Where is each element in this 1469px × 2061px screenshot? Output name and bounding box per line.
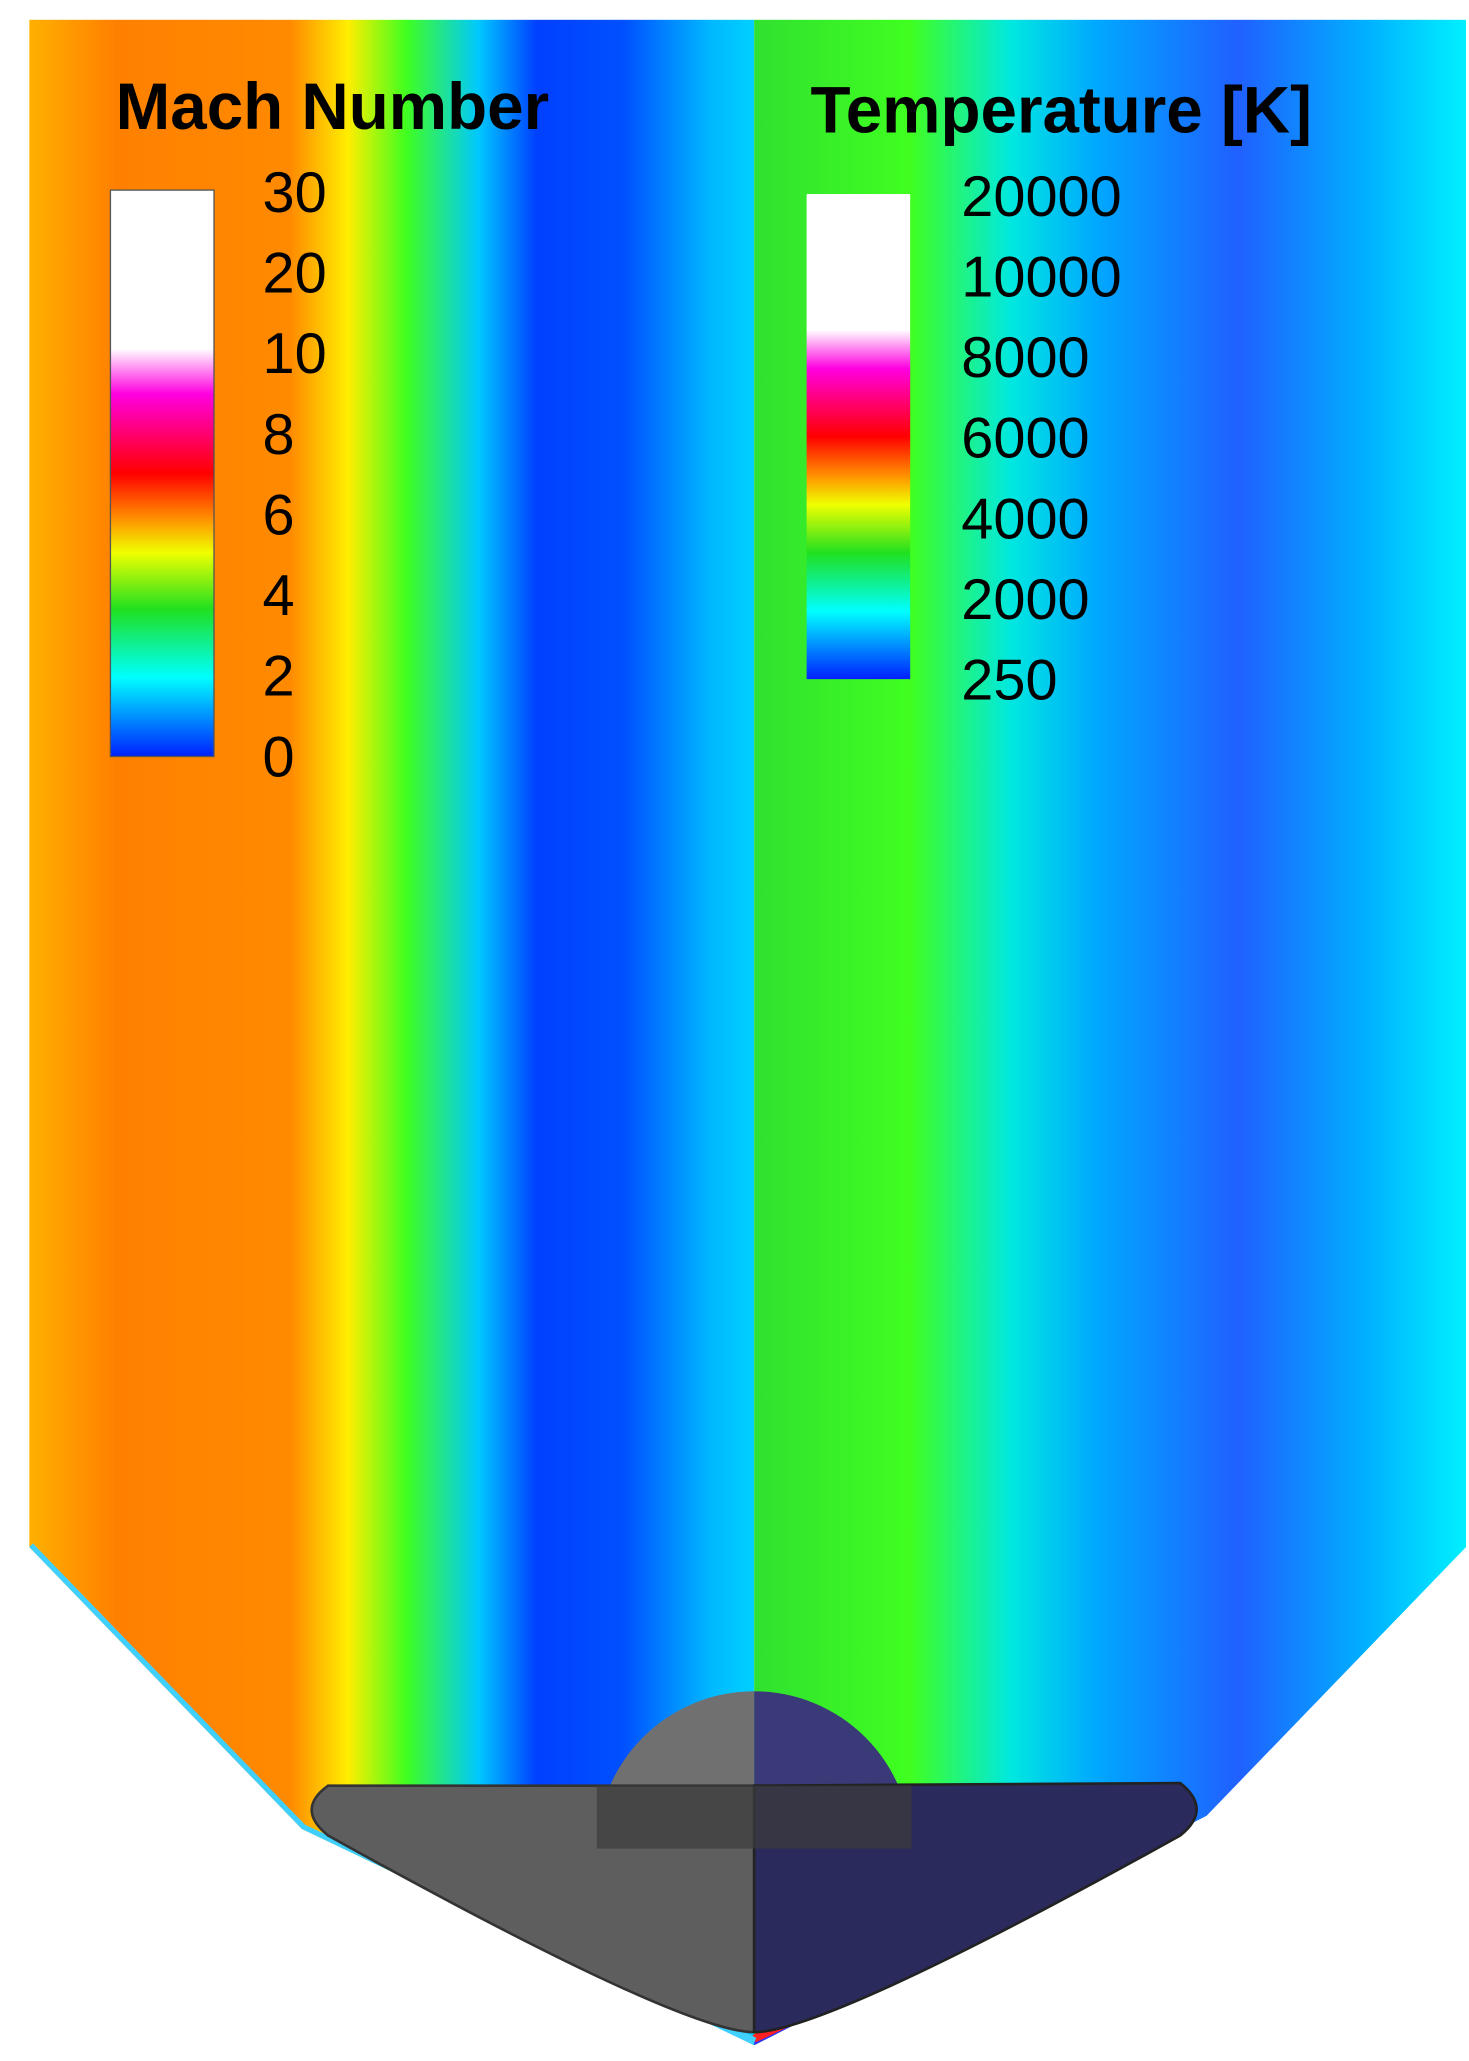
legend-label: 20000 — [961, 165, 1121, 229]
legend-label: 20 — [263, 242, 327, 306]
page: Mach Number Temperature [K] 302010864202… — [0, 0, 1469, 2061]
legend-label: 2000 — [961, 568, 1089, 632]
legend-title: Mach Number — [116, 70, 549, 143]
legend-label: 30 — [263, 161, 327, 225]
legend-label: 10 — [263, 322, 327, 386]
flow-field-figure: Mach Number Temperature [K] 302010864202… — [0, 0, 1469, 2061]
mach-colorbar — [110, 190, 214, 756]
legend-label: 8000 — [961, 326, 1089, 390]
legend-label: 6 — [263, 483, 295, 547]
legend-label: 10000 — [961, 245, 1121, 309]
legend-label: 6000 — [961, 407, 1089, 471]
legend-label: 8 — [263, 403, 295, 467]
legend-label: 250 — [961, 649, 1057, 713]
legend-label: 0 — [263, 725, 295, 789]
temperature-colorbar — [807, 194, 911, 679]
legend-label: 2 — [263, 645, 295, 709]
legend-label: 4000 — [961, 487, 1089, 551]
legend-title: Temperature [K] — [811, 74, 1312, 147]
legend-label: 4 — [263, 564, 295, 628]
